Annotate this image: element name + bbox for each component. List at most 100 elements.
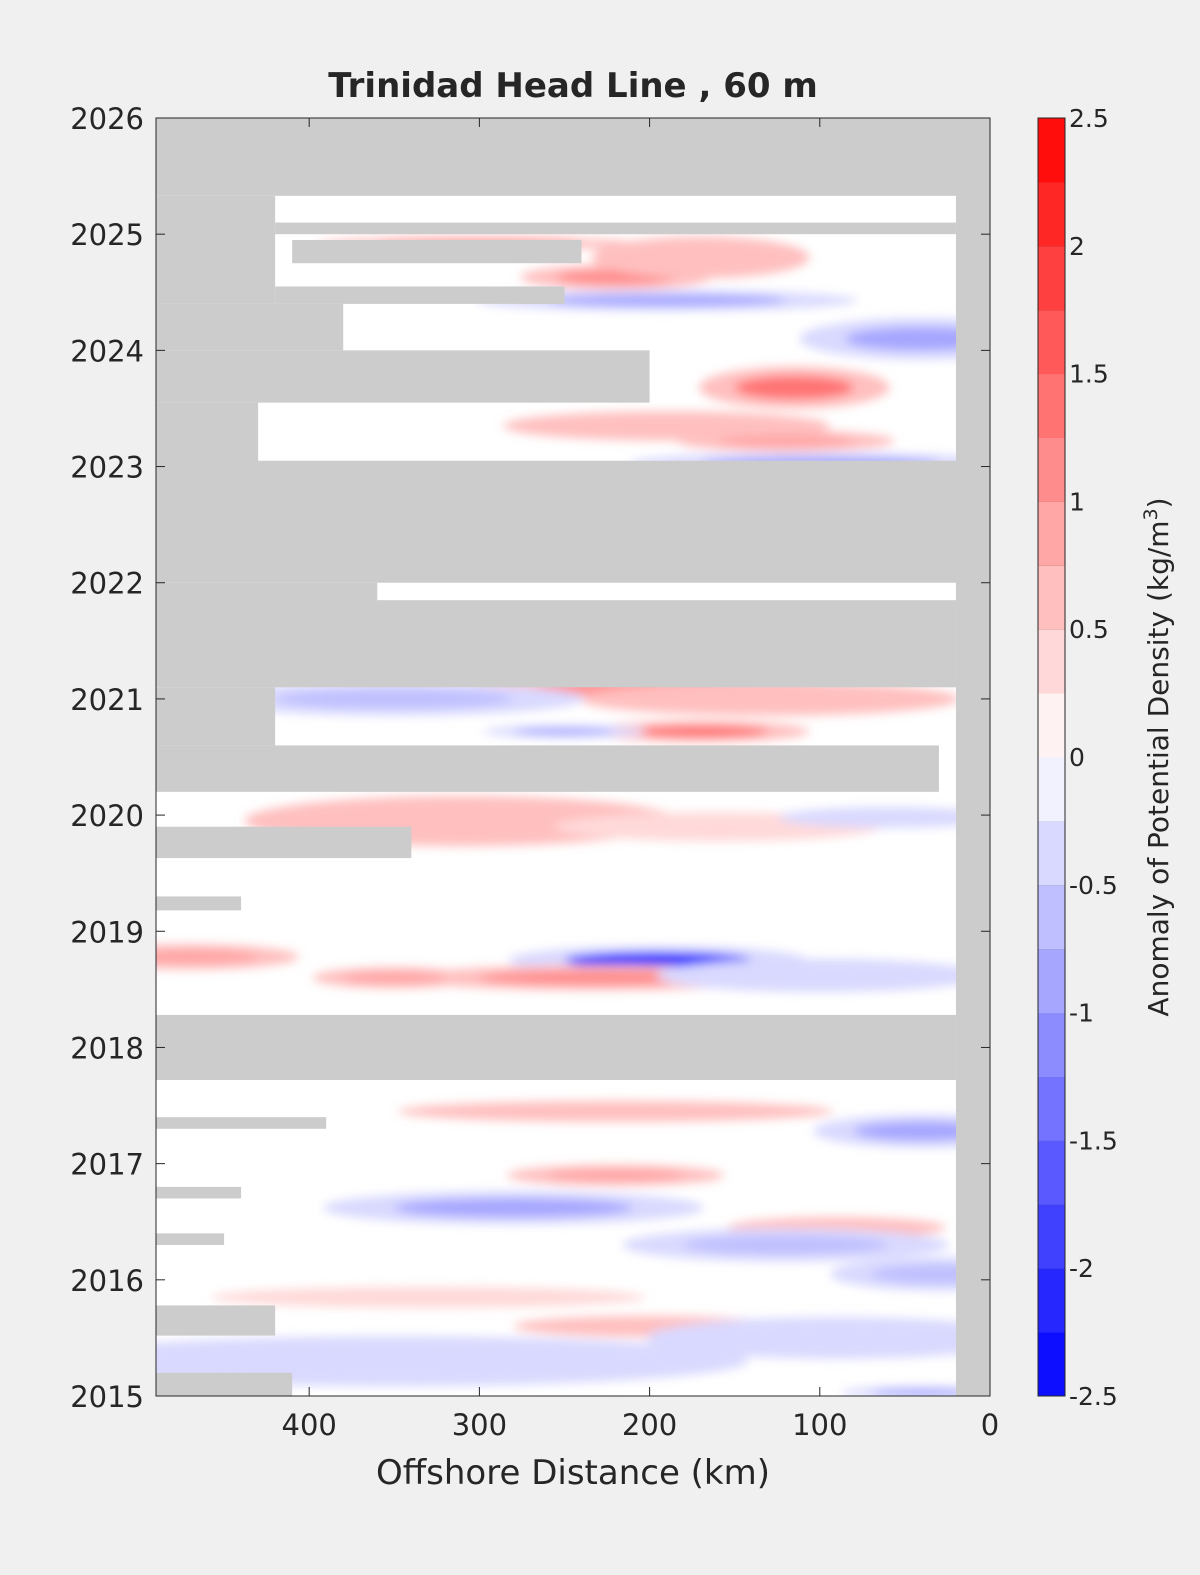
x-tick-label: 0 [981, 1408, 999, 1442]
missing-region [156, 303, 344, 351]
y-tick-label: 2019 [70, 915, 144, 949]
missing-region [156, 118, 990, 196]
colorbar-label: Anomaly of Potential Density (kg/m3) [1140, 497, 1175, 1016]
missing-region [156, 600, 956, 688]
plot-frame [155, 117, 991, 1397]
colorbar-level [1038, 884, 1065, 950]
colorbar-level [1038, 309, 1065, 375]
colorbar-tick-label: 1.5 [1069, 360, 1109, 389]
missing-region [156, 1117, 327, 1129]
colorbar-level [1038, 245, 1065, 311]
y-tick-label: 2021 [70, 683, 144, 717]
missing-region [156, 826, 412, 859]
colorbar-level [1038, 118, 1065, 183]
anomaly-core [649, 689, 888, 709]
anomaly-core [632, 245, 769, 270]
colorbar: 2.5 2 1.5 1 0.5 0 -0.5 -1 -1.5 -2 -2.5 Anomaly of … [1037, 104, 1175, 1411]
anomaly-core [870, 1389, 973, 1396]
anomaly-layer [156, 236, 990, 1396]
colorbar-level [1038, 1012, 1065, 1077]
anomaly-core [275, 689, 514, 709]
colorbar-level [1038, 1204, 1065, 1269]
y-tick-label: 2026 [70, 102, 144, 136]
anomaly-core [717, 1326, 956, 1350]
y-tick-label: 2016 [70, 1264, 144, 1298]
missing-region [156, 1305, 276, 1336]
missing-region [156, 460, 990, 583]
y-tick-label: 2025 [70, 218, 144, 252]
colorbar-tick-label: -0.5 [1069, 871, 1118, 900]
anomaly-core [632, 725, 769, 738]
plot-area: 400 300 200 100 0 2015 2016 2017 2018 2019 2020 20… [70, 102, 999, 1442]
colorbar-level [1038, 501, 1065, 566]
colorbar-tick-label: -1.5 [1069, 1126, 1118, 1155]
y-tick-label: 2022 [70, 567, 144, 601]
colorbar-tick-label: 2.5 [1069, 104, 1109, 133]
colorbar-level [1038, 181, 1065, 247]
colorbar-level [1038, 1076, 1065, 1141]
y-tick-label: 2017 [70, 1148, 144, 1182]
colorbar-tick-label: 0.5 [1069, 615, 1109, 644]
colorbar-level [1038, 757, 1065, 822]
colorbar-tick-label: -2 [1069, 1254, 1094, 1283]
x-tick-label: 400 [282, 1408, 337, 1442]
x-tick-label: 300 [452, 1408, 507, 1442]
anomaly-core [513, 727, 616, 735]
missing-region [292, 239, 582, 264]
anomaly-core [615, 818, 820, 835]
missing-region [156, 1372, 293, 1396]
anomaly-core [734, 375, 854, 400]
y-tick-label: 2015 [70, 1380, 144, 1414]
colorbar-tick-label: 2 [1069, 232, 1085, 261]
y-axis: 2015 2016 2017 2018 2019 2020 2021 2022 2023 2024… [70, 102, 990, 1414]
missing-region [275, 222, 956, 235]
colorbar-ticks: 2.5 2 1.5 1 0.5 0 -0.5 -1 -1.5 -2 -2.5 [1069, 104, 1118, 1411]
missing-region [156, 1233, 225, 1245]
x-tick-label: 100 [792, 1408, 847, 1442]
missing-region [156, 350, 650, 403]
colorbar-level [1038, 948, 1065, 1014]
anomaly-core [717, 435, 854, 447]
anomaly-core [173, 1347, 616, 1376]
missing-region [275, 286, 565, 304]
colorbar-label-sup: 3 [1140, 508, 1162, 520]
missing-region [156, 896, 242, 911]
missing-region [156, 687, 276, 746]
anomaly-core [394, 1198, 633, 1218]
missing-data-layer [156, 118, 990, 1396]
missing-region [156, 402, 259, 467]
colorbar-level [1038, 437, 1065, 502]
colorbar-level [1038, 693, 1065, 758]
anomaly-core [547, 294, 786, 307]
anomaly-core [853, 1121, 990, 1141]
y-tick-label: 2018 [70, 1031, 144, 1065]
anomaly-core [292, 1291, 565, 1304]
y-tick-label: 2020 [70, 799, 144, 833]
colorbar-tick-label: -1 [1069, 999, 1094, 1028]
colorbar-level [1038, 1268, 1065, 1333]
colorbar-level [1038, 629, 1065, 694]
missing-region [156, 745, 939, 792]
anomaly-core [564, 417, 769, 435]
anomaly-core [845, 327, 990, 351]
colorbar-tick-label: 1 [1069, 487, 1085, 516]
x-axis: 400 300 200 100 0 [282, 118, 999, 1442]
colorbar-level [1038, 820, 1065, 886]
missing-region [156, 1186, 242, 1199]
missing-region [156, 1014, 956, 1080]
x-axis-label: Offshore Distance (km) [376, 1453, 770, 1493]
chart-title: Trinidad Head Line , 60 m [328, 66, 818, 106]
anomaly-core [547, 1169, 684, 1182]
colorbar-tick-label: -2.5 [1069, 1382, 1118, 1411]
anomaly-core [479, 1105, 752, 1118]
colorbar-level [1038, 1332, 1065, 1397]
colorbar-level [1038, 1140, 1065, 1205]
colorbar-label-close: ) [1142, 497, 1175, 508]
y-tick-label: 2023 [70, 451, 144, 485]
anomaly-core [343, 971, 446, 984]
anomaly-core [717, 966, 922, 985]
colorbar-level [1038, 373, 1065, 438]
x-tick-label: 200 [622, 1408, 677, 1442]
colorbar-levels [1038, 117, 1065, 1397]
